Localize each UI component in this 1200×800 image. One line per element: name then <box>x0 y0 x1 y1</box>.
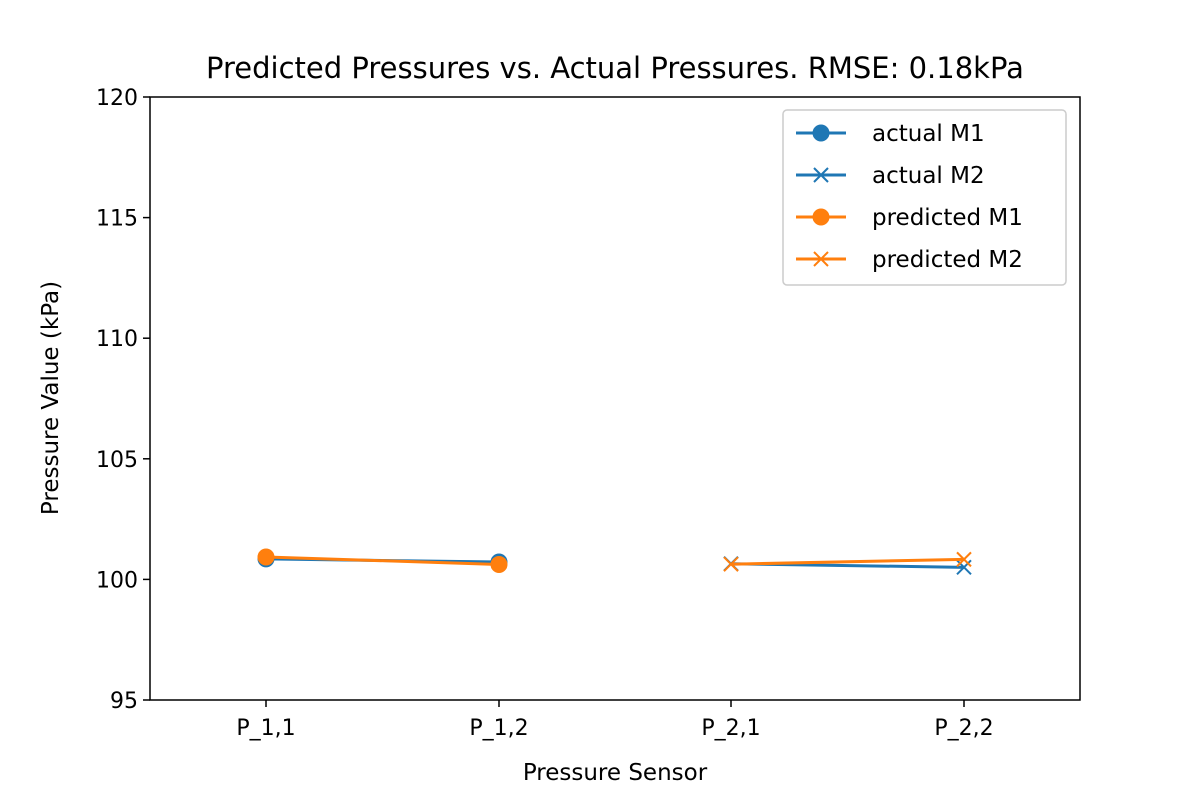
x-tick-label: P_1,2 <box>469 716 528 741</box>
x-axis-label: Pressure Sensor <box>523 760 708 786</box>
chart-title: Predicted Pressures vs. Actual Pressures… <box>206 51 1024 85</box>
legend-entry: predicted M2 <box>796 247 1023 273</box>
y-axis: 95 100 105 110 115 120 <box>96 86 150 714</box>
y-tick-label: 95 <box>110 689 138 714</box>
legend-entry: actual M1 <box>796 121 985 147</box>
y-tick-label: 110 <box>96 327 138 352</box>
x-tick-label: P_2,2 <box>934 716 993 741</box>
legend-frame <box>782 109 1067 286</box>
series-line <box>730 557 965 566</box>
x-axis: P_1,1 P_1,2 P_2,1 P_2,2 <box>236 700 994 741</box>
legend-label: predicted M2 <box>872 247 1023 273</box>
data-point <box>956 551 972 568</box>
x-tick-label: P_2,1 <box>701 716 760 741</box>
plot-area <box>149 96 1081 701</box>
data-point <box>257 548 275 566</box>
x-tick-label: P_1,1 <box>236 716 295 741</box>
data-point <box>490 555 508 573</box>
legend-swatch-marker <box>813 251 829 267</box>
legend-entry: predicted M1 <box>796 205 1023 231</box>
series-layer <box>257 548 972 576</box>
y-axis-label: Pressure Value (kPa) <box>38 281 64 515</box>
legend-entry: actual M2 <box>796 163 985 189</box>
legend-label: actual M1 <box>872 121 985 147</box>
legend-swatch-marker <box>812 124 830 142</box>
legend-swatch-marker <box>812 208 830 226</box>
legend-label: actual M2 <box>872 163 985 189</box>
y-tick-label: 100 <box>96 568 138 593</box>
data-point <box>723 556 739 572</box>
y-tick-label: 105 <box>96 448 138 473</box>
series-line <box>265 555 500 566</box>
legend-swatch-marker <box>813 167 829 183</box>
y-tick-label: 115 <box>96 207 138 232</box>
y-tick-label: 120 <box>96 86 138 111</box>
series-predicted-m1 <box>257 548 508 573</box>
series-predicted-m2 <box>723 551 972 572</box>
legend: actual M1 actual M2 predicted M1 predicted … <box>782 109 1067 286</box>
legend-label: predicted M1 <box>872 205 1023 231</box>
